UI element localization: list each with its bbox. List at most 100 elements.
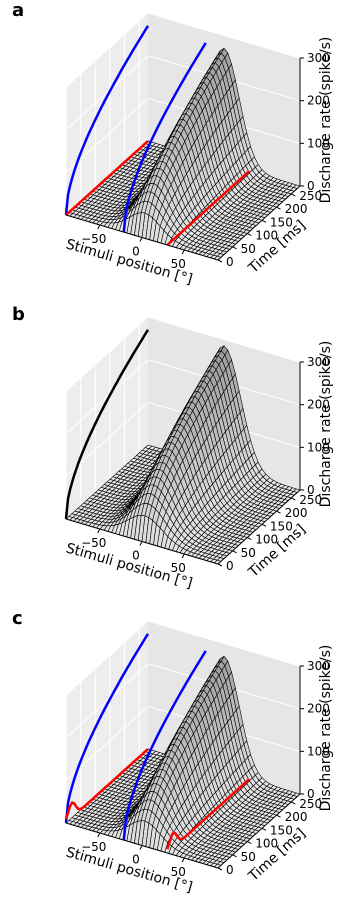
panel-label: b	[12, 304, 25, 325]
z-tick-label: 100	[307, 136, 330, 150]
x-tick-label: −50	[81, 840, 106, 854]
y-tick-label: 100	[255, 533, 278, 547]
x-tick-label: 0	[132, 853, 140, 867]
z-axis-label: Discharge rate (spike/s)	[318, 37, 334, 204]
y-tick-label: 250	[299, 493, 322, 507]
gridline	[65, 55, 301, 131]
y-tick-label: 150	[270, 215, 293, 229]
panel-a: a −50 0 50 0 50 100 150 200 250 0 100 200 300 Stimuli…	[0, 0, 338, 300]
gridline	[65, 97, 301, 173]
y-axis-line	[217, 489, 301, 565]
z-tick-label: 300	[307, 355, 330, 369]
panel-label: c	[12, 608, 23, 629]
y-tick-label: 100	[255, 229, 278, 243]
z-tick-label: 300	[307, 51, 330, 65]
y-tick	[217, 867, 223, 871]
z-tick-label: 0	[307, 483, 315, 497]
gridline	[65, 316, 301, 392]
y-tick	[276, 814, 281, 818]
projection-line-xwall	[64, 633, 150, 824]
panel-c: c −50 0 50 0 50 100 150 200 250 0 100 200 300 Stimuli…	[0, 608, 338, 908]
x-tick	[181, 553, 185, 559]
y-tick	[261, 219, 267, 223]
x-tick	[139, 237, 143, 242]
panel-b: b −50 0 50 0 50 100 150 200 250 0 100 200 300 Stimuli…	[0, 304, 338, 604]
y-tick-label: 0	[226, 863, 234, 877]
x-tick	[97, 832, 101, 838]
z-tick-label: 200	[307, 94, 330, 108]
x-tick-label: 0	[132, 245, 140, 259]
z-tick-label: 0	[307, 179, 315, 193]
y-axis-line	[217, 185, 301, 261]
y-tick	[247, 537, 252, 541]
x-tick-label: 50	[171, 865, 186, 879]
y-tick-label: 50	[241, 242, 256, 256]
y-tick	[232, 854, 237, 858]
x-tick-label: −50	[81, 232, 106, 246]
gridline	[65, 663, 301, 739]
projection-line-ywall	[122, 42, 207, 233]
y-tick-label: 50	[241, 546, 256, 560]
left-pane	[66, 13, 148, 215]
y-tick-label: 100	[255, 837, 278, 851]
y-tick	[232, 550, 237, 554]
y-tick	[261, 523, 267, 527]
x-tick-label: 50	[171, 561, 186, 575]
y-tick-label: 150	[270, 519, 293, 533]
gridline	[65, 12, 301, 88]
z-tick-label: 100	[307, 440, 330, 454]
z-tick-label: 300	[307, 659, 330, 673]
x-tick	[139, 845, 143, 850]
left-pane	[66, 621, 148, 823]
y-tick	[276, 206, 281, 210]
y-tick	[276, 510, 281, 514]
y-tick-label: 150	[270, 823, 293, 837]
projection-line-xwall	[64, 25, 150, 216]
z-tick-label: 200	[307, 398, 330, 412]
y-tick	[290, 801, 296, 805]
y-tick	[290, 497, 296, 501]
y-tick-label: 200	[285, 506, 308, 520]
left-pane	[66, 317, 148, 519]
projection-line-center	[166, 778, 251, 850]
x-tick-label: 50	[171, 257, 186, 271]
x-tick	[181, 857, 185, 863]
x-tick-label: −50	[81, 536, 106, 550]
projection-line-xwall	[64, 329, 150, 520]
y-tick-label: 50	[241, 850, 256, 864]
y-tick	[247, 841, 252, 845]
y-tick	[247, 233, 252, 237]
gridline	[65, 359, 301, 435]
z-axis-label: Discharge rate (spike/s)	[318, 341, 334, 508]
gridline	[65, 705, 301, 781]
y-axis-line	[217, 793, 301, 869]
x-tick	[97, 528, 101, 534]
projection-line-floor	[64, 748, 149, 820]
y-tick-label: 0	[226, 559, 234, 573]
y-tick	[217, 563, 223, 567]
x-tick	[97, 224, 101, 230]
x-tick-label: 0	[132, 549, 140, 563]
y-tick-label: 200	[285, 810, 308, 824]
y-tick	[261, 827, 267, 831]
projection-line-center	[166, 170, 251, 246]
y-tick	[217, 259, 223, 263]
gridline	[65, 620, 301, 696]
panel-label: a	[12, 0, 25, 21]
y-tick-label: 0	[226, 255, 234, 269]
y-tick-label: 250	[299, 797, 322, 811]
y-tick	[232, 246, 237, 250]
x-tick	[181, 249, 185, 255]
projection-line-floor	[65, 140, 149, 216]
z-tick-label: 200	[307, 702, 330, 716]
y-tick-label: 250	[299, 189, 322, 203]
x-tick	[139, 541, 143, 546]
z-tick-label: 0	[307, 787, 315, 801]
z-axis-label: Discharge rate (spike/s)	[318, 645, 334, 812]
y-tick	[290, 193, 296, 197]
z-tick-label: 100	[307, 744, 330, 758]
gridline	[65, 401, 301, 477]
